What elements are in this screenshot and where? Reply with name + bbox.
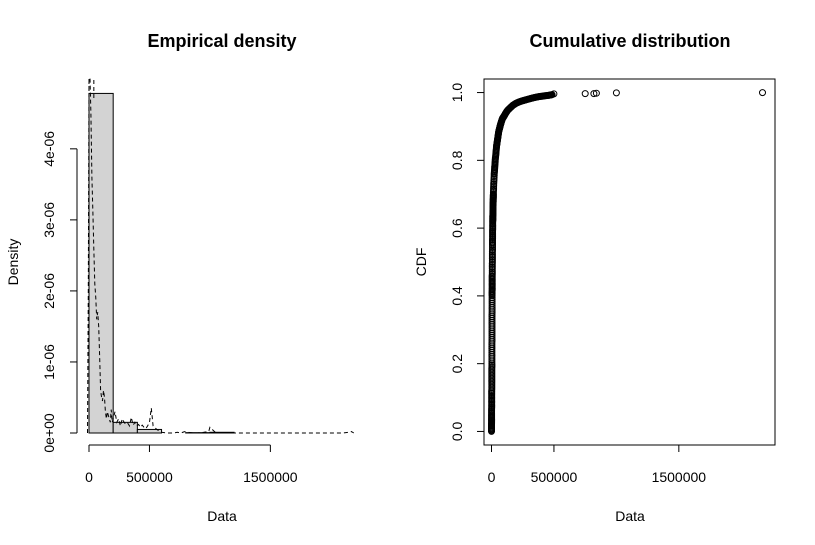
cdf-panel: Cumulative distribution Data CDF 0 500000… — [413, 31, 776, 524]
density-y-axis: 0e+00 1e-06 2e-06 3e-06 4e-06 — [41, 131, 78, 453]
density-title: Empirical density — [147, 31, 296, 51]
cdf-y-tick-label-3: 0.6 — [449, 218, 465, 238]
cdf-outlier-point — [759, 89, 766, 97]
cdf-y-tick-label-2: 0.4 — [449, 286, 465, 306]
cdf-y-tick-label-1: 0.2 — [449, 354, 465, 374]
density-panel: Empirical density Data Density 0 500000 15… — [5, 31, 355, 524]
cdf-outlier-point — [581, 90, 589, 98]
cdf-title: Cumulative distribution — [529, 31, 730, 51]
density-bar-5 — [209, 431, 235, 434]
cdf-points — [488, 89, 766, 435]
density-bar-2 — [136, 428, 163, 434]
density-x-label: Data — [207, 508, 237, 524]
cdf-x-label: Data — [615, 508, 645, 524]
cdf-plot-box — [483, 78, 776, 446]
density-y-tick-label-2: 2e-06 — [41, 273, 57, 309]
cdf-x-tick-label-0: 0 — [488, 469, 496, 485]
cdf-x-axis: 0 500000 1500000 — [488, 444, 707, 485]
cdf-outlier-point — [612, 89, 620, 97]
cdf-x-tick-label-2: 1500000 — [652, 469, 707, 485]
cdf-y-tick-label-0: 0.0 — [449, 422, 465, 442]
cdf-y-tick-label-5: 1.0 — [449, 83, 465, 103]
density-bar-1 — [112, 421, 138, 434]
density-bars — [88, 92, 235, 434]
density-x-tick-label-1: 500000 — [126, 469, 173, 485]
density-x-axis: 0 500000 1500000 — [85, 444, 298, 485]
cdf-y-axis: 0.0 0.2 0.4 0.6 0.8 1.0 — [449, 83, 484, 442]
cdf-outlier-point — [550, 90, 558, 98]
density-x-tick-label-2: 1500000 — [243, 469, 298, 485]
cdf-x-tick-label-1: 500000 — [531, 469, 578, 485]
cdf-y-tick-label-4: 0.8 — [449, 150, 465, 170]
density-y-tick-label-0: 0e+00 — [41, 413, 57, 453]
density-kde — [87, 77, 355, 434]
density-kde-line — [87, 77, 355, 434]
density-y-label: Density — [5, 239, 21, 286]
cdf-y-label: CDF — [413, 248, 429, 277]
density-x-tick-label-0: 0 — [85, 469, 93, 485]
cdf-outlier-point — [590, 90, 598, 98]
density-y-tick-label-1: 1e-06 — [41, 344, 57, 380]
density-y-tick-label-4: 4e-06 — [41, 131, 57, 167]
cdf-outlier-point — [592, 89, 600, 97]
density-y-tick-label-3: 3e-06 — [41, 202, 57, 238]
density-bar-0 — [88, 92, 114, 434]
